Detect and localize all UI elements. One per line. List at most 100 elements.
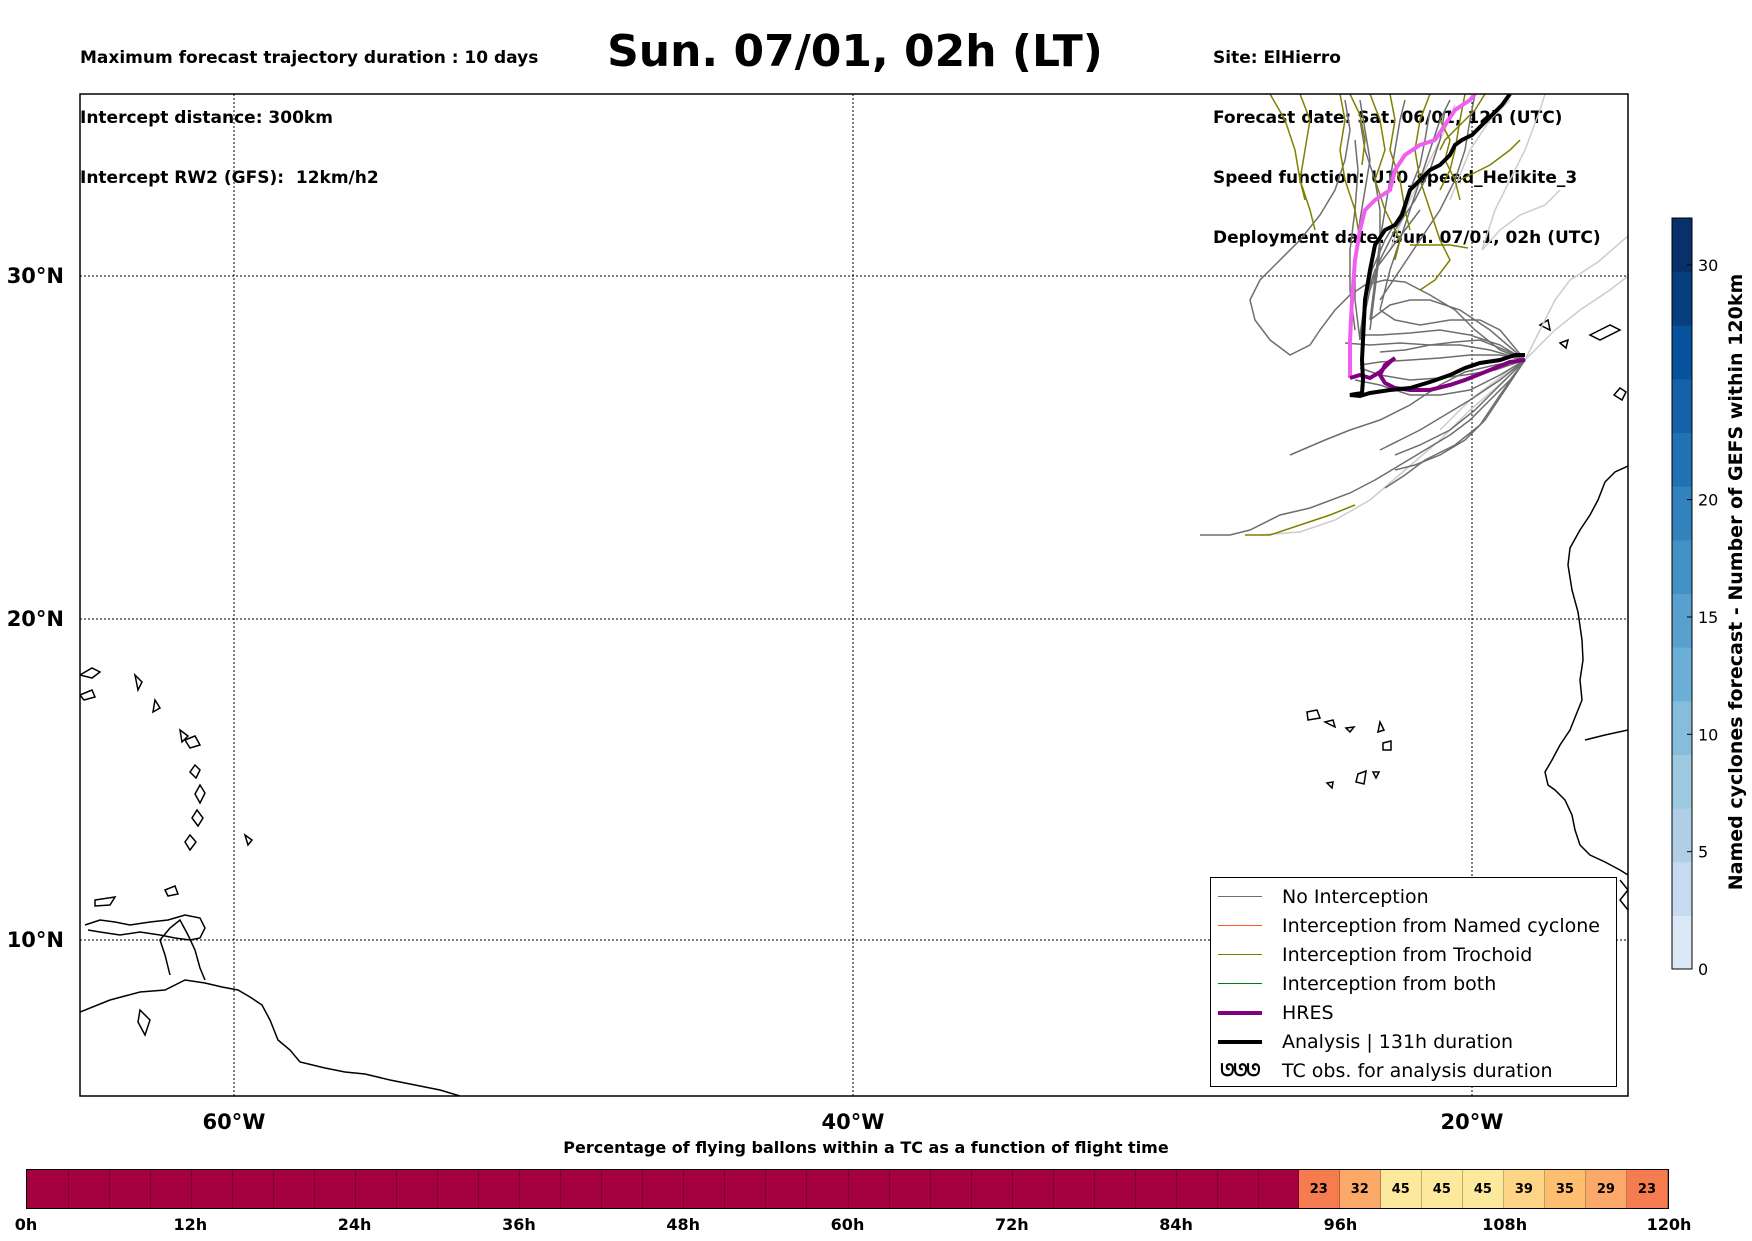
pct-bar-separator xyxy=(314,1170,316,1208)
pct-cell: 45 xyxy=(1462,1170,1504,1208)
colorbar-segment xyxy=(1672,593,1692,648)
colorbar-segment xyxy=(1672,271,1692,326)
lat-label-10n: 10°N xyxy=(7,928,64,952)
colorbar-segment xyxy=(1672,486,1692,541)
lon-label-40w: 40°W xyxy=(822,1110,885,1134)
pct-bar-separator xyxy=(683,1170,685,1208)
colorbar-segment xyxy=(1672,647,1692,702)
pct-bar-separator xyxy=(1216,1170,1218,1208)
legend-hres: HRES xyxy=(1211,998,1334,1027)
pct-bar-separator xyxy=(478,1170,480,1208)
colorbar-tick-label: 15 xyxy=(1698,608,1718,627)
legend-swatch-hres xyxy=(1218,1010,1262,1015)
pct-bar-separator xyxy=(1011,1170,1013,1208)
colorbar-segment xyxy=(1672,808,1692,863)
header-max-duration: Maximum forecast trajectory duration : 1… xyxy=(80,48,539,68)
pct-bar-separator xyxy=(847,1170,849,1208)
colorbar-tick-label: 30 xyxy=(1698,256,1718,275)
pct-bar-separator xyxy=(232,1170,234,1208)
legend-tc-obs: ᘎᘎᘎ TC obs. for analysis duration xyxy=(1211,1056,1553,1085)
pct-cell: 32 xyxy=(1339,1170,1381,1208)
colorbar-segment xyxy=(1672,861,1692,916)
legend-named-cyclone: Interception from Named cyclone xyxy=(1211,911,1600,940)
coastline-americas xyxy=(80,667,461,1096)
pct-bar-tick-label: 0h xyxy=(14,1215,38,1234)
lon-label-60w: 60°W xyxy=(203,1110,266,1134)
pct-bar-tick-label: 60h xyxy=(830,1215,865,1234)
lat-label-20n: 20°N xyxy=(7,607,64,631)
pct-bar-tick-label: 24h xyxy=(337,1215,372,1234)
legend-swatch-trochoid xyxy=(1218,954,1262,955)
legend-swatch-no-interception xyxy=(1218,896,1262,897)
pct-bar-separator xyxy=(519,1170,521,1208)
pct-bar-tick-label: 48h xyxy=(666,1215,701,1234)
legend-trochoid: Interception from Trochoid xyxy=(1211,940,1532,969)
pct-bar-tick-label: 108h xyxy=(1482,1215,1528,1234)
colorbar-label: Named cyclones forecast - Number of GEFS… xyxy=(1725,274,1747,891)
analysis-trajectory xyxy=(1349,94,1525,399)
colorbar xyxy=(1671,217,1693,970)
colorbar-tick-label: 10 xyxy=(1698,725,1718,744)
legend-swatch-analysis xyxy=(1218,1039,1262,1044)
legend-analysis: Analysis | 131h duration xyxy=(1211,1027,1513,1056)
legend: No Interception Interception from Named … xyxy=(1210,877,1617,1087)
legend-label-no-interception: No Interception xyxy=(1282,885,1429,908)
legend-label-trochoid: Interception from Trochoid xyxy=(1282,943,1533,966)
pct-bar-separator xyxy=(109,1170,111,1208)
tc-obs-symbol-icon: ᘎᘎᘎ xyxy=(1220,1060,1260,1081)
colorbar-segment xyxy=(1672,754,1692,809)
colorbar-segment xyxy=(1672,378,1692,434)
pct-bar-separator xyxy=(1052,1170,1054,1208)
pct-bar-separator xyxy=(601,1170,603,1208)
trochoid-trajectories xyxy=(1245,94,1521,536)
colorbar-segment xyxy=(1672,325,1692,380)
pct-bar-separator xyxy=(396,1170,398,1208)
pct-bar-separator xyxy=(970,1170,972,1208)
legend-no-interception: No Interception xyxy=(1211,882,1429,911)
colorbar-frame xyxy=(1671,217,1693,970)
colorbar-segment xyxy=(1672,432,1692,487)
pct-cell: 45 xyxy=(1421,1170,1463,1208)
header-site: Site: ElHierro xyxy=(1213,48,1341,68)
map-frame xyxy=(79,93,1629,1097)
cape-verde-islands xyxy=(1306,709,1392,790)
pct-bar-separator xyxy=(273,1170,275,1208)
pct-cell: 39 xyxy=(1503,1170,1545,1208)
colorbar-tick-label: 20 xyxy=(1698,491,1718,510)
pct-bar-separator xyxy=(1134,1170,1136,1208)
lat-label-30n: 30°N xyxy=(7,264,64,288)
colorbar-tick-label: 5 xyxy=(1698,843,1708,862)
pct-bar-tick-label: 84h xyxy=(1159,1215,1193,1234)
pct-bar-title: Percentage of flying ballons within a TC… xyxy=(563,1138,1169,1157)
pct-bar-separator xyxy=(1093,1170,1095,1208)
pct-bar-separator xyxy=(355,1170,357,1208)
coastline-africa xyxy=(1538,318,1628,911)
pct-cell: 35 xyxy=(1544,1170,1586,1208)
legend-both: Interception from both xyxy=(1211,969,1496,998)
colorbar-segment xyxy=(1672,218,1692,273)
legend-label-tc-obs: TC obs. for analysis duration xyxy=(1282,1059,1553,1082)
header-left-info: Maximum forecast trajectory duration : 1… xyxy=(80,8,538,208)
colorbar-segment xyxy=(1672,539,1692,594)
legend-label-analysis: Analysis | 131h duration xyxy=(1282,1030,1514,1053)
pct-bar-separator xyxy=(806,1170,808,1208)
pct-bar-tick-label: 12h xyxy=(173,1215,208,1234)
pct-bar-separator xyxy=(888,1170,890,1208)
hres-trajectory xyxy=(1349,356,1526,392)
legend-label-both: Interception from both xyxy=(1282,972,1497,995)
pct-bar-separator xyxy=(150,1170,152,1208)
legend-swatch-named-cyclone xyxy=(1218,925,1262,926)
late-ensemble-trajectory xyxy=(1348,94,1477,378)
pct-bar-separator xyxy=(765,1170,767,1208)
colorbar-segment xyxy=(1672,700,1692,755)
pct-bar-tick-label: 120h xyxy=(1646,1215,1692,1234)
pct-bar-separator xyxy=(68,1170,70,1208)
pct-bar-separator xyxy=(437,1170,439,1208)
header-intercept-rw2: Intercept RW2 (GFS): 12km/h2 xyxy=(80,168,379,188)
legend-label-named-cyclone: Interception from Named cyclone xyxy=(1282,914,1600,937)
pct-bar-separator xyxy=(929,1170,931,1208)
pct-bar-separator xyxy=(560,1170,562,1208)
pct-cell xyxy=(27,1170,1299,1208)
pct-cell: 23 xyxy=(1298,1170,1340,1208)
